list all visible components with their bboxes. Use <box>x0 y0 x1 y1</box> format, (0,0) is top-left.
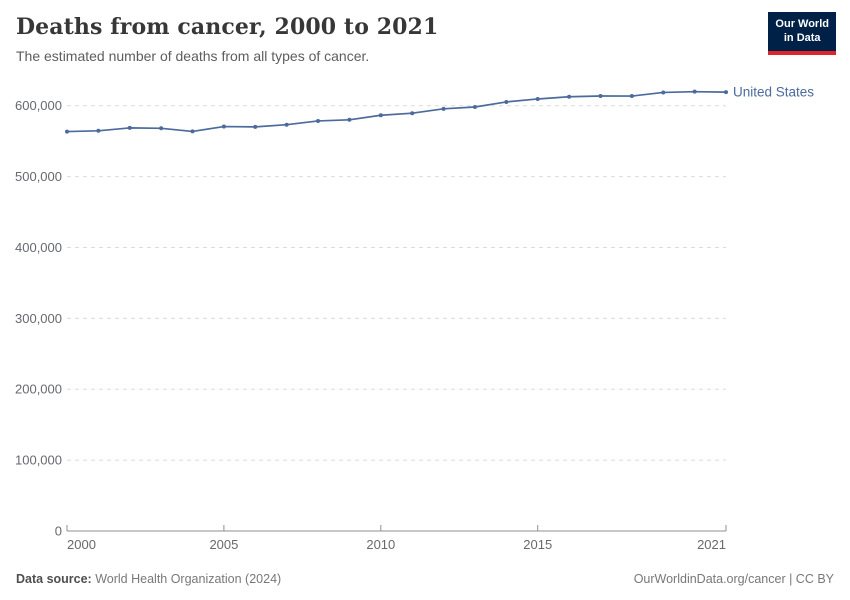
svg-text:2010: 2010 <box>366 537 395 552</box>
owid-logo-line1: Our World <box>775 18 829 30</box>
data-source-label: Data source: <box>16 572 92 586</box>
series-line[interactable] <box>66 90 727 133</box>
svg-text:300,000: 300,000 <box>15 311 62 326</box>
svg-text:200,000: 200,000 <box>15 382 62 397</box>
data-source-value: World Health Organization (2024) <box>95 572 282 586</box>
credit-link[interactable]: OurWorldinData.org/cancer | CC BY <box>633 572 834 586</box>
svg-text:2000: 2000 <box>67 537 96 552</box>
owid-logo-line2: in Data <box>783 32 821 45</box>
x-axis-labels: 2000 2005 2010 2015 2021 <box>67 537 726 552</box>
series-entity-label[interactable]: United States <box>733 85 814 100</box>
gridlines <box>67 105 726 461</box>
chart-header: Deaths from cancer, 2000 to 2021 The est… <box>16 14 438 64</box>
svg-text:100,000: 100,000 <box>15 453 62 468</box>
owid-logo[interactable]: Our World in Data <box>768 12 836 55</box>
data-source: Data source: World Health Organization (… <box>16 572 281 586</box>
chart-footer: Data source: World Health Organization (… <box>16 572 834 586</box>
svg-text:500,000: 500,000 <box>15 169 62 184</box>
svg-text:2021: 2021 <box>697 537 726 552</box>
svg-text:2015: 2015 <box>523 537 552 552</box>
page-title: Deaths from cancer, 2000 to 2021 <box>16 14 439 40</box>
series-markers <box>65 89 728 134</box>
svg-text:0: 0 <box>55 524 62 539</box>
svg-text:600,000: 600,000 <box>15 98 62 113</box>
svg-text:400,000: 400,000 <box>15 240 62 255</box>
page-subtitle: The estimated number of deaths from all … <box>16 48 370 65</box>
svg-text:2005: 2005 <box>209 537 238 552</box>
y-axis-labels: 0 100,000 200,000 300,000 400,000 500,000 600,… <box>15 98 62 538</box>
x-axis-ticks <box>66 525 727 531</box>
